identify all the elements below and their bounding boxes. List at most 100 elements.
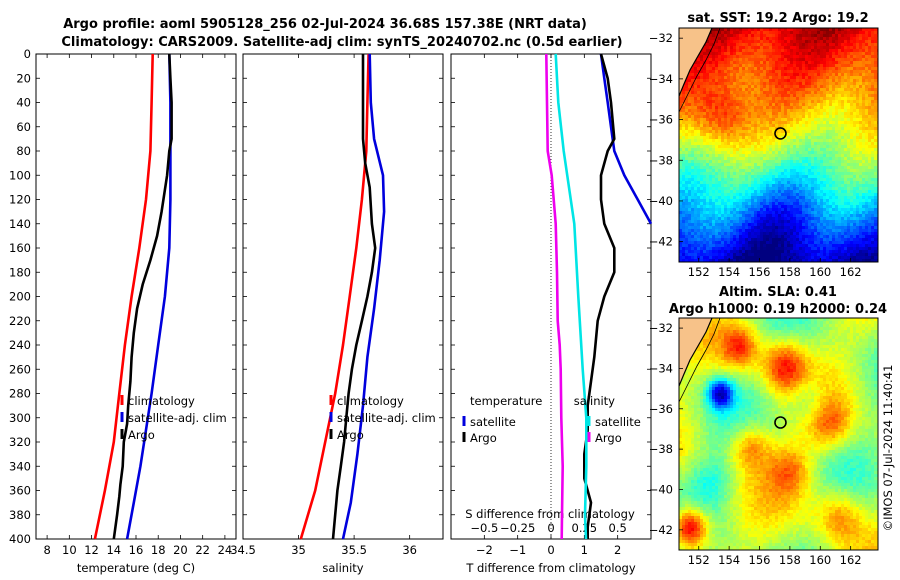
sst-field-cell: [850, 88, 854, 92]
sst-field-cell: [745, 196, 749, 200]
sst-field-cell: [874, 244, 878, 248]
sst-field-cell: [721, 31, 725, 35]
sst-field-cell: [832, 217, 836, 221]
sst-field-cell: [868, 244, 872, 248]
sst-field-cell: [853, 223, 857, 227]
sst-field-cell: [817, 109, 821, 113]
sst-field-cell: [682, 172, 686, 176]
sst-field-cell: [772, 223, 776, 227]
sst-field-cell: [691, 97, 695, 101]
sst-field-cell: [697, 136, 701, 140]
sst-field-cell: [826, 193, 830, 197]
sst-field-cell: [853, 79, 857, 83]
sst-field-cell: [808, 160, 812, 164]
sst-field-cell: [781, 178, 785, 182]
sst-field-cell: [763, 205, 767, 209]
sst-field-cell: [865, 145, 869, 149]
sst-field-cell: [811, 223, 815, 227]
sst-field-cell: [727, 169, 731, 173]
sst-field-cell: [784, 118, 788, 122]
sst-field-cell: [679, 124, 683, 128]
sst-field-cell: [823, 52, 827, 56]
sst-field-cell: [817, 34, 821, 38]
sst-field-cell: [787, 127, 791, 131]
sst-field-cell: [706, 148, 710, 152]
sst-field-cell: [820, 58, 824, 62]
sst-field-cell: [868, 199, 872, 203]
sst-field-cell: [697, 124, 701, 128]
sst-field-cell: [781, 85, 785, 89]
sst-field-cell: [784, 226, 788, 230]
sst-field-cell: [682, 193, 686, 197]
sst-field-cell: [808, 46, 812, 50]
sst-field-cell: [835, 31, 839, 35]
sst-field-cell: [805, 238, 809, 242]
sst-field-cell: [706, 214, 710, 218]
sst-field-cell: [790, 163, 794, 167]
sst-field-cell: [691, 208, 695, 212]
sst-field-cell: [805, 181, 809, 185]
sst-field-cell: [859, 124, 863, 128]
sst-field-cell: [775, 55, 779, 59]
sst-field-cell: [760, 241, 764, 245]
sst-field-cell: [742, 28, 746, 32]
sst-field-cell: [739, 130, 743, 134]
sst-field-cell: [712, 136, 716, 140]
sst-field-cell: [757, 232, 761, 236]
sst-field-cell: [718, 145, 722, 149]
sst-field-cell: [826, 157, 830, 161]
sst-field-cell: [709, 214, 713, 218]
sst-field-cell: [835, 226, 839, 230]
sst-field-cell: [805, 184, 809, 188]
sst-field-cell: [763, 202, 767, 206]
sst-field-cell: [754, 130, 758, 134]
sst-field-cell: [691, 244, 695, 248]
sst-field-cell: [856, 46, 860, 50]
sst-field-cell: [847, 190, 851, 194]
sst-field-cell: [679, 97, 683, 101]
sst-field-cell: [679, 121, 683, 125]
sst-field-cell: [733, 151, 737, 155]
sst-field-cell: [718, 64, 722, 68]
sst-field-cell: [814, 31, 818, 35]
sst-field-cell: [841, 187, 845, 191]
sst-field-cell: [748, 112, 752, 116]
sst-field-cell: [874, 175, 878, 179]
sst-field-cell: [712, 142, 716, 146]
sst-field-cell: [787, 103, 791, 107]
sst-field-cell: [808, 205, 812, 209]
sst-field-cell: [769, 67, 773, 71]
sst-field-cell: [733, 28, 737, 32]
sst-field-cell: [736, 184, 740, 188]
sst-field-cell: [775, 79, 779, 83]
sst-field-cell: [715, 235, 719, 239]
sst-field-cell: [781, 250, 785, 254]
sst-field-cell: [862, 196, 866, 200]
sst-field-cell: [859, 187, 863, 191]
sst-field-cell: [805, 139, 809, 143]
sst-field-cell: [802, 58, 806, 62]
sst-field-cell: [835, 193, 839, 197]
sst-field-cell: [763, 118, 767, 122]
sst-field-cell: [832, 115, 836, 119]
sst-field-cell: [799, 94, 803, 98]
sst-field-cell: [781, 235, 785, 239]
sst-field-cell: [844, 151, 848, 155]
sst-field-cell: [766, 166, 770, 170]
sst-field-cell: [850, 154, 854, 158]
sst-field-cell: [832, 169, 836, 173]
sst-field-cell: [838, 247, 842, 251]
sst-field-cell: [790, 133, 794, 137]
sst-field-cell: [829, 139, 833, 143]
sst-field-cell: [745, 97, 749, 101]
sst-field-cell: [781, 226, 785, 230]
sst-field-cell: [874, 235, 878, 239]
sst-field-cell: [769, 148, 773, 152]
sst-field-cell: [772, 76, 776, 80]
sst-field-cell: [790, 199, 794, 203]
sst-field-cell: [844, 97, 848, 101]
sst-field-cell: [865, 58, 869, 62]
sst-field-cell: [688, 88, 692, 92]
sst-field-cell: [781, 115, 785, 119]
sst-field-cell: [874, 163, 878, 167]
